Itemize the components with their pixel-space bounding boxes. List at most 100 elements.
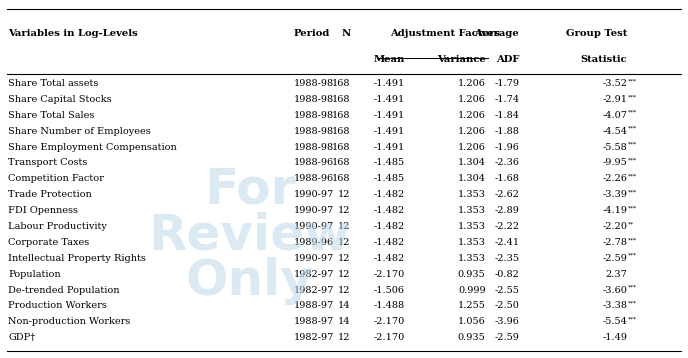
Text: ***: *** <box>628 110 637 115</box>
Text: 1990-97: 1990-97 <box>293 222 334 231</box>
Text: 1.206: 1.206 <box>458 142 486 151</box>
Text: Competition Factor: Competition Factor <box>8 174 104 183</box>
Text: 1988-96: 1988-96 <box>293 174 334 183</box>
Text: -2.170: -2.170 <box>374 317 405 326</box>
Text: Share Number of Employees: Share Number of Employees <box>8 127 151 136</box>
Text: -1.491: -1.491 <box>374 127 405 136</box>
Text: 2.37: 2.37 <box>605 270 627 279</box>
Text: 1990-97: 1990-97 <box>293 254 334 263</box>
Text: Production Workers: Production Workers <box>8 301 107 310</box>
Text: -2.59: -2.59 <box>495 333 519 342</box>
Text: ***: *** <box>628 173 637 178</box>
Text: Corporate Taxes: Corporate Taxes <box>8 238 89 247</box>
Text: -1.96: -1.96 <box>495 142 519 151</box>
Text: 12: 12 <box>338 222 351 231</box>
Text: 12: 12 <box>338 238 351 247</box>
Text: -3.60: -3.60 <box>602 286 627 295</box>
Text: -2.35: -2.35 <box>494 254 519 263</box>
Text: 0.935: 0.935 <box>458 333 486 342</box>
Text: 1.304: 1.304 <box>458 174 486 183</box>
Text: -3.52: -3.52 <box>602 79 627 88</box>
Text: 14: 14 <box>338 317 351 326</box>
Text: -1.482: -1.482 <box>374 254 405 263</box>
Text: ***: *** <box>628 301 637 306</box>
Text: -1.482: -1.482 <box>374 222 405 231</box>
Text: Period: Period <box>293 29 330 38</box>
Text: -3.38: -3.38 <box>602 301 627 310</box>
Text: -1.485: -1.485 <box>374 174 405 183</box>
Text: Transport Costs: Transport Costs <box>8 158 87 168</box>
Text: 1988-98: 1988-98 <box>293 95 334 104</box>
Text: -1.49: -1.49 <box>602 333 627 342</box>
Text: -2.20: -2.20 <box>602 222 627 231</box>
Text: -1.79: -1.79 <box>494 79 519 88</box>
Text: -1.68: -1.68 <box>495 174 519 183</box>
Text: 1.206: 1.206 <box>458 79 486 88</box>
Text: -2.170: -2.170 <box>374 270 405 279</box>
Text: 1982-97: 1982-97 <box>293 270 334 279</box>
Text: 168: 168 <box>332 79 351 88</box>
Text: -2.78: -2.78 <box>602 238 627 247</box>
Text: -9.95: -9.95 <box>603 158 627 168</box>
Text: -1.491: -1.491 <box>374 142 405 151</box>
Text: -1.491: -1.491 <box>374 111 405 120</box>
Text: 1.353: 1.353 <box>458 254 486 263</box>
Text: N: N <box>341 29 351 38</box>
Text: -2.59: -2.59 <box>602 254 627 263</box>
Text: ADF: ADF <box>496 55 519 64</box>
Text: ***: *** <box>628 158 637 163</box>
Text: ***: *** <box>628 253 637 258</box>
Text: -2.41: -2.41 <box>494 238 519 247</box>
Text: 1990-97: 1990-97 <box>293 206 334 215</box>
Text: Share Employment Compensation: Share Employment Compensation <box>8 142 177 151</box>
Text: -1.84: -1.84 <box>494 111 519 120</box>
Text: Share Total assets: Share Total assets <box>8 79 98 88</box>
Text: ***: *** <box>628 237 637 242</box>
Text: ***: *** <box>628 316 637 321</box>
Text: Statistic: Statistic <box>581 55 627 64</box>
Text: 1988-98: 1988-98 <box>293 127 334 136</box>
Text: Labour Productivity: Labour Productivity <box>8 222 107 231</box>
Text: Intellectual Property Rights: Intellectual Property Rights <box>8 254 146 263</box>
Text: 0.999: 0.999 <box>458 286 486 295</box>
Text: 1988-97: 1988-97 <box>293 301 334 310</box>
Text: -2.22: -2.22 <box>494 222 519 231</box>
Text: 1988-96: 1988-96 <box>293 158 334 168</box>
Text: -2.91: -2.91 <box>602 95 627 104</box>
Text: 12: 12 <box>338 286 351 295</box>
Text: 1982-97: 1982-97 <box>293 286 334 295</box>
Text: For: For <box>204 165 295 213</box>
Text: -2.89: -2.89 <box>495 206 519 215</box>
Text: 1.206: 1.206 <box>458 95 486 104</box>
Text: Adjustment Factors: Adjustment Factors <box>390 29 500 38</box>
Text: Group Test: Group Test <box>566 29 627 38</box>
Text: Variables in Log-Levels: Variables in Log-Levels <box>8 29 138 38</box>
Text: 1988-98: 1988-98 <box>293 142 334 151</box>
Text: 1989-96: 1989-96 <box>293 238 334 247</box>
Text: Trade Protection: Trade Protection <box>8 190 92 199</box>
Text: -1.488: -1.488 <box>374 301 405 310</box>
Text: -2.26: -2.26 <box>602 174 627 183</box>
Text: FDI Openness: FDI Openness <box>8 206 78 215</box>
Text: -2.62: -2.62 <box>494 190 519 199</box>
Text: -4.07: -4.07 <box>602 111 627 120</box>
Text: 168: 168 <box>332 142 351 151</box>
Text: -3.39: -3.39 <box>602 190 627 199</box>
Text: 12: 12 <box>338 254 351 263</box>
Text: Population: Population <box>8 270 61 279</box>
Text: -1.485: -1.485 <box>374 158 405 168</box>
Text: -4.54: -4.54 <box>602 127 627 136</box>
Text: **: ** <box>628 221 634 226</box>
Text: -1.482: -1.482 <box>374 190 405 199</box>
Text: -1.482: -1.482 <box>374 238 405 247</box>
Text: 168: 168 <box>332 127 351 136</box>
Text: ***: *** <box>628 189 637 194</box>
Text: ***: *** <box>628 142 637 147</box>
Text: Average: Average <box>475 29 519 38</box>
Text: 1.056: 1.056 <box>458 317 486 326</box>
Text: 1.353: 1.353 <box>458 222 486 231</box>
Text: ***: *** <box>628 205 637 210</box>
Text: 168: 168 <box>332 174 351 183</box>
Text: 12: 12 <box>338 190 351 199</box>
Text: -1.88: -1.88 <box>495 127 519 136</box>
